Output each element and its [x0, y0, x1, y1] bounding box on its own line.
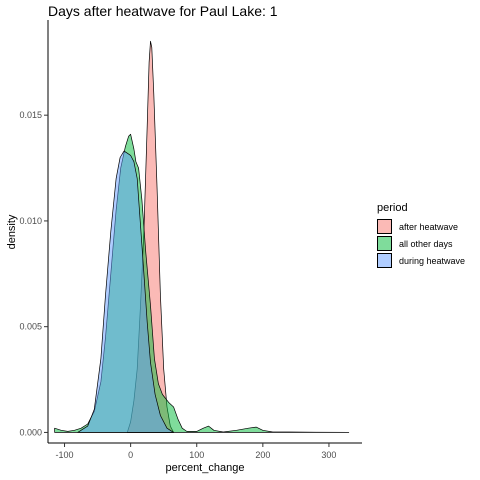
legend-swatch-after-heatwave [377, 219, 392, 234]
x-tick-label: 100 [189, 450, 204, 460]
series-layer [54, 40, 350, 433]
density-area-during-heatwave [77, 150, 174, 433]
chart-title: Days after heatwave for Paul Lake: 1 [48, 3, 278, 19]
y-tick-label: 0.015 [19, 110, 42, 120]
y-tick-label: 0.000 [19, 427, 42, 437]
legend-label-during-heatwave: during heatwave [399, 256, 465, 266]
legend-swatch-all-other-days [377, 236, 392, 251]
x-axis-title: percent_change [166, 462, 245, 474]
legend-swatch-during-heatwave [377, 253, 392, 268]
x-ticks: -100 0 100 200 300 [56, 443, 336, 460]
x-tick-label: 0 [128, 450, 133, 460]
y-tick-label: 0.005 [19, 322, 42, 332]
x-tick-label: 300 [321, 450, 336, 460]
legend-title: period [377, 202, 408, 214]
y-axis-title: density [6, 214, 18, 249]
y-tick-label: 0.010 [19, 216, 42, 226]
y-ticks: 0.000 0.005 0.010 0.015 [19, 110, 48, 437]
x-tick-label: 200 [255, 450, 270, 460]
legend-label-after-heatwave: after heatwave [399, 222, 458, 232]
legend-label-all-other-days: all other days [399, 239, 453, 249]
legend: period after heatwave all other days durin… [377, 202, 465, 268]
x-tick-label: -100 [56, 450, 74, 460]
